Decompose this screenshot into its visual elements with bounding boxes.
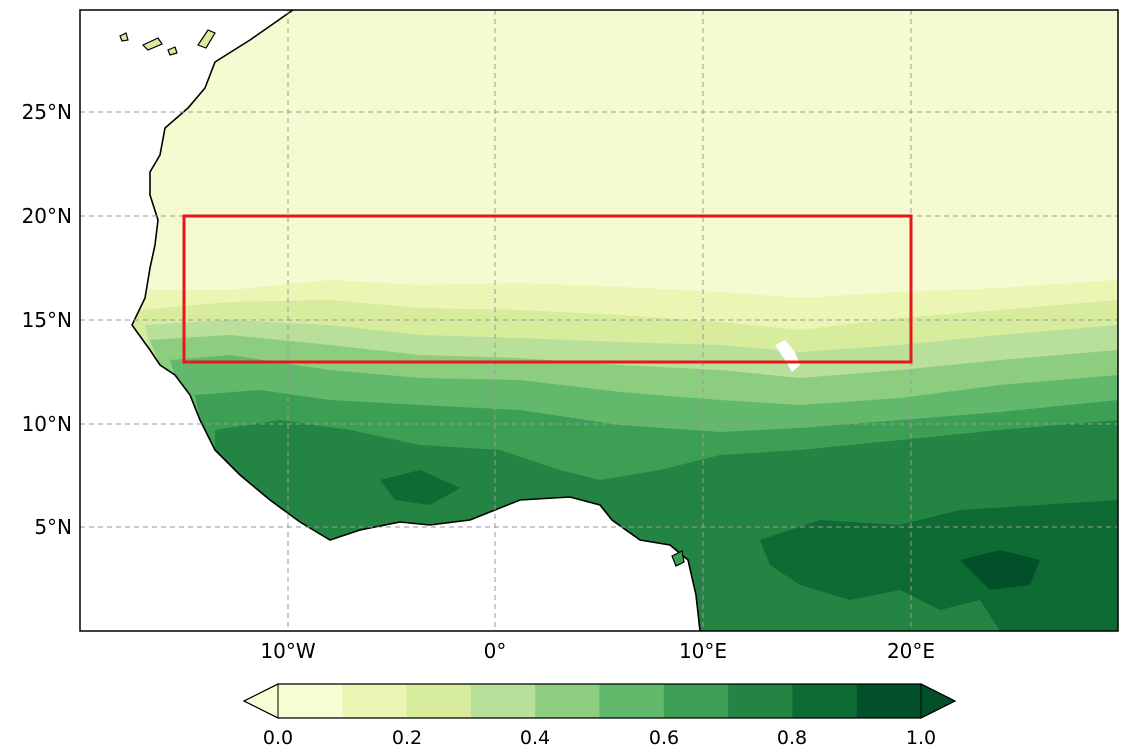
coastline xyxy=(131,10,701,631)
colorbar-cell xyxy=(406,684,472,718)
lat-tick-label: 25°N xyxy=(22,100,72,124)
lat-tick-label: 5°N xyxy=(34,515,72,539)
lon-tick-label: 20°E xyxy=(887,639,935,663)
colorbar-cell xyxy=(663,684,729,718)
colorbar-cell xyxy=(535,684,601,718)
veg-band-0.9 xyxy=(960,550,1040,590)
bioko-island xyxy=(671,550,685,567)
lon-tick-label: 0° xyxy=(484,639,507,663)
colorbar-tick-label: 0.8 xyxy=(777,727,807,749)
colorbar-cell xyxy=(599,684,665,718)
colorbar-tick-label: 0.6 xyxy=(649,727,679,749)
colorbar-cells xyxy=(278,684,922,718)
veg-band-0.8 xyxy=(760,500,1118,631)
lat-tick-label: 20°N xyxy=(22,204,72,228)
map-frame xyxy=(79,9,1119,632)
colorbar-cell xyxy=(470,684,536,718)
colorbar-cell xyxy=(278,684,343,718)
veg-band-0.8-b xyxy=(380,470,460,505)
colorbar-cell xyxy=(856,684,922,718)
colorbar: 0.0 0.2 0.4 0.6 0.8 1.0 xyxy=(242,683,957,749)
colorbar-cell xyxy=(728,684,793,718)
colorbar-outline xyxy=(242,683,957,719)
colorbar-tick-label: 1.0 xyxy=(906,727,936,749)
land-vegetation-field xyxy=(132,10,1118,631)
colorbar-tick-label: 0.0 xyxy=(263,727,293,749)
colorbar-tick-label: 0.2 xyxy=(392,727,422,749)
lon-tick-label: 10°W xyxy=(260,639,315,663)
colorbar-tick-labels: 0.0 0.2 0.4 0.6 0.8 1.0 xyxy=(263,727,936,749)
lat-tick-label: 15°N xyxy=(22,308,72,332)
canary-islands xyxy=(119,29,216,56)
colorbar-extend-low xyxy=(242,683,279,719)
colorbar-tick-label: 0.4 xyxy=(520,727,550,749)
colorbar-extend-high xyxy=(920,683,957,719)
lon-axis: 10°W 0° 10°E 20°E xyxy=(260,639,935,663)
colorbar-cell xyxy=(792,684,858,718)
lon-tick-label: 10°E xyxy=(679,639,727,663)
region-box xyxy=(182,214,913,364)
lake-chad xyxy=(775,340,800,372)
lat-tick-label: 10°N xyxy=(22,412,72,436)
map-plot-area xyxy=(80,10,1118,631)
lat-axis: 25°N 20°N 15°N 10°N 5°N xyxy=(22,100,72,539)
colorbar-cell xyxy=(342,684,408,718)
